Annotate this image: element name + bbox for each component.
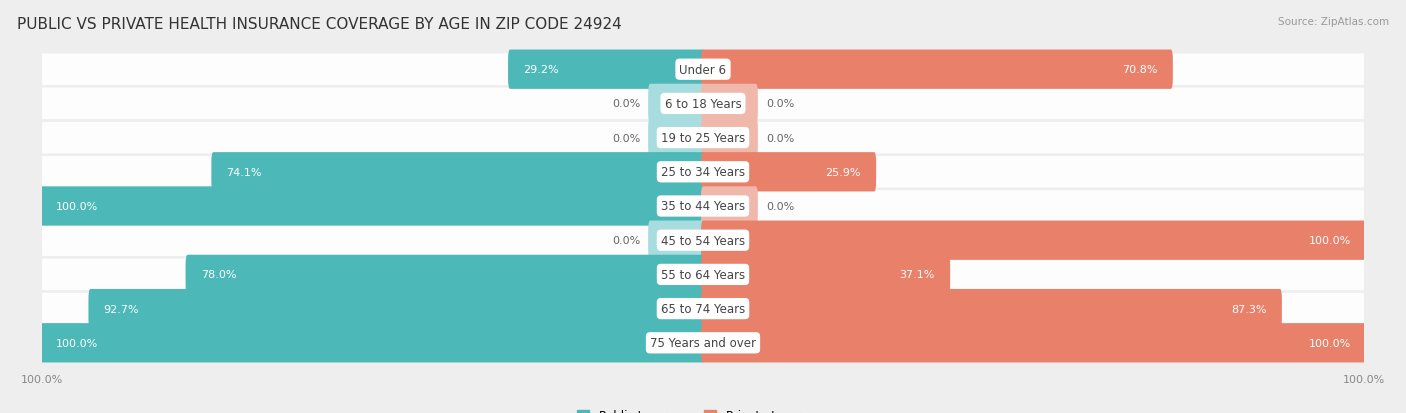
FancyBboxPatch shape: [42, 293, 1364, 325]
FancyBboxPatch shape: [508, 50, 704, 90]
Text: 87.3%: 87.3%: [1232, 304, 1267, 314]
FancyBboxPatch shape: [648, 85, 704, 124]
FancyBboxPatch shape: [702, 187, 758, 226]
Text: 0.0%: 0.0%: [766, 202, 794, 211]
Text: 19 to 25 Years: 19 to 25 Years: [661, 132, 745, 145]
Legend: Public Insurance, Private Insurance: Public Insurance, Private Insurance: [572, 404, 834, 413]
FancyBboxPatch shape: [702, 85, 758, 124]
Text: 74.1%: 74.1%: [226, 167, 262, 177]
FancyBboxPatch shape: [42, 327, 1364, 358]
FancyBboxPatch shape: [648, 119, 704, 158]
FancyBboxPatch shape: [42, 55, 1364, 86]
Text: 100.0%: 100.0%: [1309, 338, 1351, 348]
FancyBboxPatch shape: [702, 323, 1365, 363]
Text: 0.0%: 0.0%: [612, 133, 640, 143]
FancyBboxPatch shape: [648, 221, 704, 260]
Text: 100.0%: 100.0%: [1309, 236, 1351, 246]
Text: 29.2%: 29.2%: [523, 65, 558, 75]
FancyBboxPatch shape: [702, 221, 1365, 260]
Text: 100.0%: 100.0%: [55, 202, 97, 211]
FancyBboxPatch shape: [42, 225, 1364, 256]
Text: 100.0%: 100.0%: [55, 338, 97, 348]
Text: 0.0%: 0.0%: [766, 133, 794, 143]
FancyBboxPatch shape: [702, 119, 758, 158]
Text: 25.9%: 25.9%: [825, 167, 860, 177]
Text: 65 to 74 Years: 65 to 74 Years: [661, 302, 745, 316]
FancyBboxPatch shape: [42, 88, 1364, 120]
FancyBboxPatch shape: [702, 50, 1173, 90]
Text: 25 to 34 Years: 25 to 34 Years: [661, 166, 745, 179]
Text: PUBLIC VS PRIVATE HEALTH INSURANCE COVERAGE BY AGE IN ZIP CODE 24924: PUBLIC VS PRIVATE HEALTH INSURANCE COVER…: [17, 17, 621, 31]
FancyBboxPatch shape: [702, 153, 876, 192]
Text: 0.0%: 0.0%: [612, 236, 640, 246]
Text: 45 to 54 Years: 45 to 54 Years: [661, 234, 745, 247]
FancyBboxPatch shape: [42, 259, 1364, 290]
Text: 70.8%: 70.8%: [1122, 65, 1157, 75]
Text: 92.7%: 92.7%: [104, 304, 139, 314]
FancyBboxPatch shape: [42, 157, 1364, 188]
Text: 78.0%: 78.0%: [201, 270, 236, 280]
FancyBboxPatch shape: [41, 323, 704, 363]
Text: 0.0%: 0.0%: [612, 99, 640, 109]
Text: 6 to 18 Years: 6 to 18 Years: [665, 97, 741, 111]
Text: 0.0%: 0.0%: [766, 99, 794, 109]
Text: 75 Years and over: 75 Years and over: [650, 337, 756, 349]
Text: 35 to 44 Years: 35 to 44 Years: [661, 200, 745, 213]
Text: Under 6: Under 6: [679, 64, 727, 76]
FancyBboxPatch shape: [89, 289, 704, 328]
FancyBboxPatch shape: [42, 191, 1364, 222]
FancyBboxPatch shape: [702, 289, 1282, 328]
FancyBboxPatch shape: [211, 153, 704, 192]
FancyBboxPatch shape: [42, 123, 1364, 154]
Text: Source: ZipAtlas.com: Source: ZipAtlas.com: [1278, 17, 1389, 26]
Text: 55 to 64 Years: 55 to 64 Years: [661, 268, 745, 281]
FancyBboxPatch shape: [41, 187, 704, 226]
Text: 37.1%: 37.1%: [900, 270, 935, 280]
FancyBboxPatch shape: [186, 255, 704, 294]
FancyBboxPatch shape: [702, 255, 950, 294]
